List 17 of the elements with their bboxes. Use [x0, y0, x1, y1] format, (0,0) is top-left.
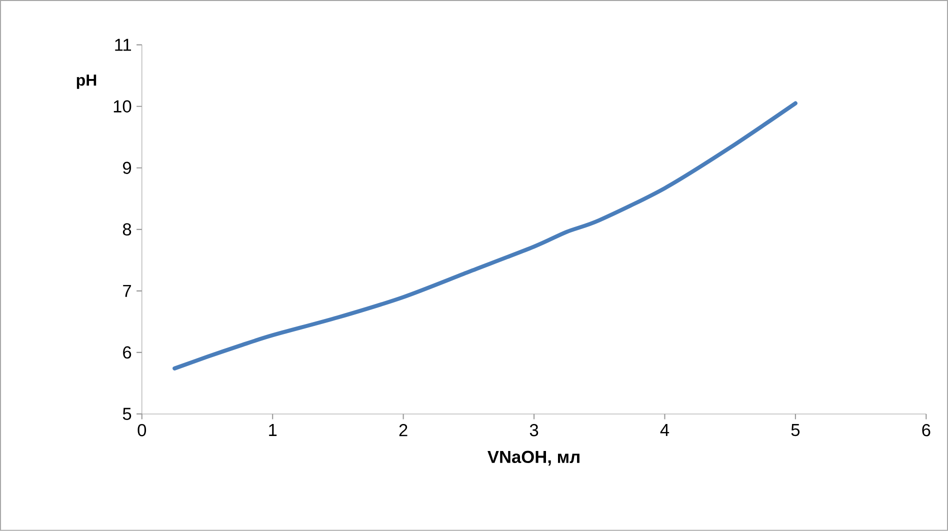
y-axis-title: pH: [76, 74, 96, 90]
x-tick-label: 0: [138, 424, 146, 436]
y-tick-label: 7: [123, 285, 131, 297]
x-tick-label: 6: [922, 424, 930, 436]
x-axis-title: VNaOH, мл: [488, 450, 580, 466]
x-tick-label: 4: [660, 424, 670, 436]
x-tick-label: 1: [269, 424, 277, 436]
y-tick-label: 10: [114, 100, 132, 113]
x-tick-label: 3: [530, 424, 538, 436]
y-tick-label: 9: [123, 162, 132, 174]
y-tick-label: 8: [122, 223, 132, 236]
y-tick-label: 5: [122, 408, 132, 420]
x-tick-label: 2: [399, 424, 408, 436]
x-tick-label: 5: [791, 424, 800, 436]
y-tick-label: 11: [115, 38, 132, 51]
line-series: [172, 101, 798, 371]
y-tick-label: 6: [123, 346, 132, 359]
